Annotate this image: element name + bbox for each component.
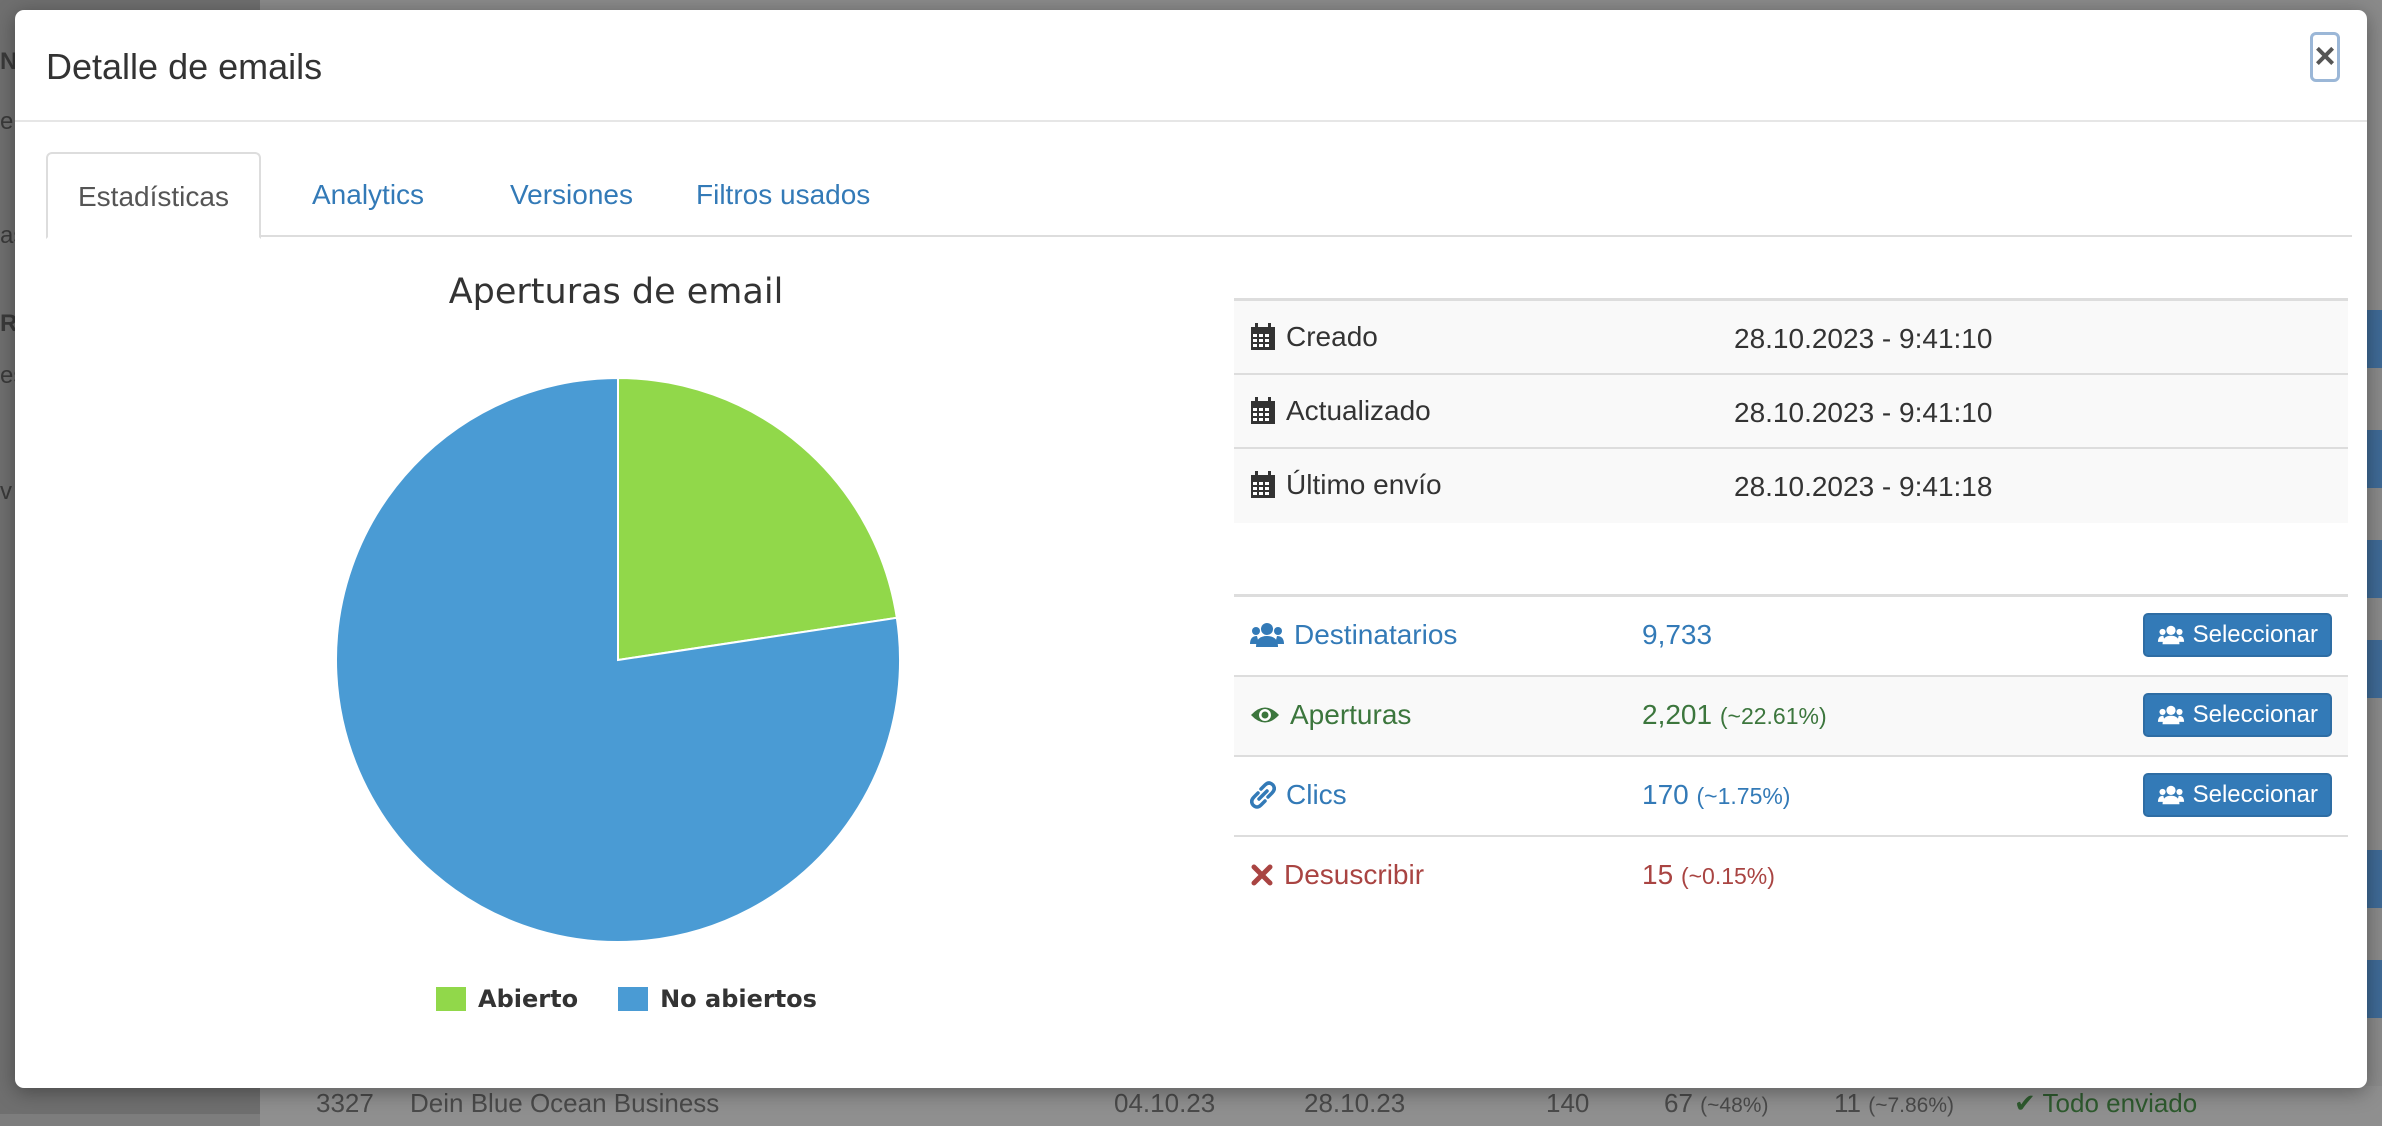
aperturas-link[interactable]: Aperturas bbox=[1250, 699, 1411, 731]
link-icon bbox=[1250, 781, 1276, 809]
select-clicks-button[interactable]: Seleccionar bbox=[2142, 773, 2332, 817]
legend-label: No abiertos bbox=[660, 985, 817, 1013]
info-value: 28.10.2023 - 9:41:18 bbox=[1734, 471, 1993, 502]
tab-versiones[interactable]: Versiones bbox=[510, 179, 633, 210]
row-date-created: 04.10.23 bbox=[1114, 1088, 1216, 1118]
legend-swatch bbox=[618, 987, 649, 1011]
dates-table: Creado 28.10.2023 - 9:41:10 Actualizado … bbox=[1234, 298, 2348, 523]
calendar-icon bbox=[1250, 397, 1276, 425]
stats-label: Clics bbox=[1286, 779, 1347, 810]
background-text: R bbox=[0, 310, 18, 337]
row-opens: 67 (~48%) bbox=[1664, 1088, 1769, 1118]
background-text: N bbox=[0, 48, 18, 75]
tab-analytics[interactable]: Analytics bbox=[312, 179, 425, 210]
info-value: 28.10.2023 - 9:41:10 bbox=[1734, 397, 1993, 428]
row-clicks: 11 (~7.86%) bbox=[1834, 1088, 1955, 1118]
chart-title: Aperturas de email bbox=[448, 272, 784, 312]
tab-estadisticas[interactable]: Estadísticas bbox=[46, 152, 261, 239]
email-detail-modal: Detalle de emails × Estadísticas Analyti… bbox=[15, 10, 2367, 1088]
desuscribir-label: Desuscribir bbox=[1250, 859, 1424, 891]
users-icon bbox=[2157, 705, 2185, 725]
background-text: e bbox=[0, 108, 14, 135]
tab-bar: Estadísticas Analytics Versiones Filtros… bbox=[46, 152, 2352, 239]
calendar-icon bbox=[1250, 471, 1276, 499]
info-value: 28.10.2023 - 9:41:10 bbox=[1734, 323, 1993, 354]
background-table-row: 3327 Dein Blue Ocean Business 04.10.23 2… bbox=[260, 1086, 2382, 1126]
modal-header: Detalle de emails × bbox=[15, 10, 2367, 122]
table-row-ultimo-envio: Último envío 28.10.2023 - 9:41:18 bbox=[1234, 449, 2348, 523]
stats-label: Aperturas bbox=[1290, 699, 1412, 730]
users-icon bbox=[2157, 625, 2185, 645]
table-row-creado: Creado 28.10.2023 - 9:41:10 bbox=[1234, 301, 2348, 375]
table-row-desuscribir: Desuscribir 15 (~0.15%) bbox=[1234, 837, 2348, 917]
legend-item-abierto[interactable]: Abierto bbox=[436, 985, 578, 1013]
info-label: Creado bbox=[1286, 321, 1378, 352]
eye-icon bbox=[1250, 704, 1280, 726]
legend-item-no-abiertos[interactable]: No abiertos bbox=[618, 985, 817, 1013]
close-x-icon bbox=[1250, 863, 1274, 887]
stats-value: 170 (~1.75%) bbox=[1642, 779, 1791, 810]
stats-table: Destinatarios 9,733 Seleccionar Apertura… bbox=[1234, 594, 2348, 917]
table-row-destinatarios: Destinatarios 9,733 Seleccionar bbox=[1234, 597, 2348, 677]
pie-slice-abierto[interactable] bbox=[617, 376, 898, 662]
calendar-icon bbox=[1250, 323, 1276, 351]
stats-label: Destinatarios bbox=[1294, 619, 1458, 650]
clics-link[interactable]: Clics bbox=[1250, 779, 1347, 811]
tab-filtros-usados[interactable]: Filtros usados bbox=[696, 179, 871, 210]
row-id: 3327 bbox=[316, 1088, 374, 1118]
destinatarios-link[interactable]: Destinatarios bbox=[1250, 619, 1457, 651]
table-row-clics: Clics 170 (~1.75%) Seleccionar bbox=[1234, 757, 2348, 837]
users-icon bbox=[2157, 785, 2185, 805]
select-opens-button[interactable]: Seleccionar bbox=[2142, 693, 2332, 737]
info-label: Último envío bbox=[1286, 469, 1442, 500]
chart-legend: Abierto No abiertos bbox=[436, 985, 817, 1013]
stats-value: 2,201 (~22.61%) bbox=[1642, 699, 1827, 730]
background-text: v bbox=[0, 478, 12, 505]
row-date-sent: 28.10.23 bbox=[1304, 1088, 1406, 1118]
stats-value: 15 (~0.15%) bbox=[1642, 859, 1775, 890]
users-icon bbox=[1250, 622, 1284, 648]
legend-label: Abierto bbox=[478, 985, 579, 1013]
pie-slice-no-abiertos[interactable] bbox=[335, 376, 901, 943]
stats-label: Desuscribir bbox=[1284, 859, 1425, 890]
info-label: Actualizado bbox=[1286, 395, 1431, 426]
select-recipients-button[interactable]: Seleccionar bbox=[2142, 613, 2332, 657]
modal-title: Detalle de emails bbox=[46, 46, 323, 87]
table-row-actualizado: Actualizado 28.10.2023 - 9:41:10 bbox=[1234, 375, 2348, 449]
email-opens-chart: Aperturas de email Abierto No abiertos bbox=[46, 260, 1186, 1060]
pie-chart-svg bbox=[335, 376, 901, 943]
table-row-aperturas: Aperturas 2,201 (~22.61%) Seleccionar bbox=[1234, 677, 2348, 757]
row-name: Dein Blue Ocean Business bbox=[410, 1088, 720, 1118]
close-button[interactable]: × bbox=[2310, 32, 2340, 82]
legend-swatch bbox=[436, 987, 466, 1011]
stats-value: 9,733 bbox=[1642, 619, 1713, 650]
row-count: 140 bbox=[1546, 1088, 1590, 1118]
row-status: ✔ Todo enviado bbox=[2014, 1088, 2198, 1118]
